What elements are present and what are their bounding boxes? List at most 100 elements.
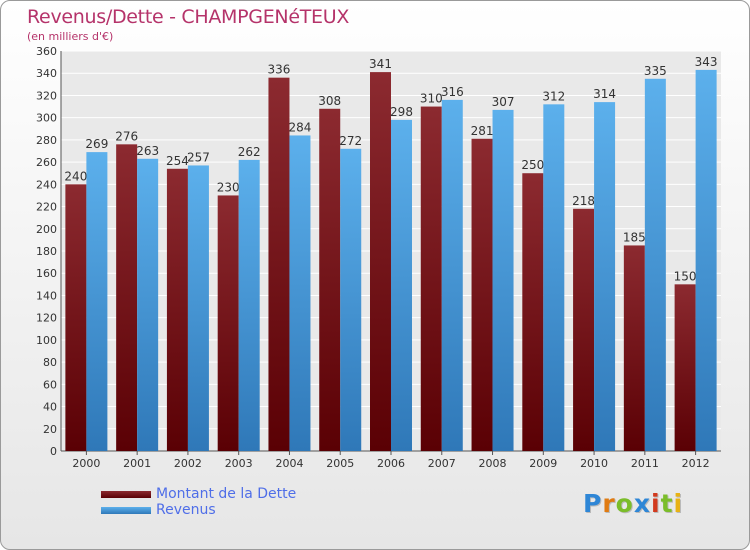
bar-revenue <box>695 69 717 451</box>
x-tick-label: 2005 <box>326 457 354 470</box>
bar-debt <box>268 77 290 452</box>
y-tick-label: 140 <box>36 289 57 302</box>
data-label-debt: 185 <box>623 230 646 244</box>
x-tick-label: 2001 <box>123 457 151 470</box>
bar-debt <box>166 168 188 451</box>
x-tick-label: 2002 <box>174 457 202 470</box>
x-tick-label: 2004 <box>275 457 303 470</box>
x-tick-label: 2008 <box>479 457 507 470</box>
logo-letter: o <box>615 489 634 518</box>
y-tick-label: 240 <box>36 178 57 191</box>
data-label-debt: 254 <box>166 154 189 168</box>
data-label-debt: 336 <box>268 63 291 77</box>
logo-letter: P <box>583 489 603 518</box>
x-tick-label: 2010 <box>580 457 608 470</box>
bar-debt <box>116 144 138 452</box>
data-label-revenue: 343 <box>695 55 718 69</box>
bar-revenue <box>543 104 565 451</box>
logo-letter: i <box>651 489 661 518</box>
logo-letter: r <box>602 489 616 518</box>
y-tick-label: 0 <box>50 445 57 458</box>
data-label-debt: 230 <box>217 180 240 194</box>
x-tick-label: 2007 <box>428 457 456 470</box>
x-tick-label: 2009 <box>529 457 557 470</box>
bar-revenue <box>86 152 108 451</box>
y-tick-label: 160 <box>36 267 57 280</box>
y-tick-label: 300 <box>36 112 57 125</box>
data-label-revenue: 269 <box>85 137 108 151</box>
bar-debt <box>420 106 442 452</box>
y-tick-label: 40 <box>43 401 57 414</box>
data-label-revenue: 284 <box>289 120 312 134</box>
proxiti-logo: Proxiti <box>583 489 683 518</box>
data-label-revenue: 316 <box>441 85 464 99</box>
bar-debt <box>674 284 696 451</box>
data-label-revenue: 262 <box>238 145 261 159</box>
bar-revenue <box>644 78 666 452</box>
chart-subtitle: (en milliers d'€) <box>27 30 114 43</box>
bar-debt <box>573 208 595 451</box>
bar-revenue <box>340 148 362 451</box>
data-label-revenue: 335 <box>644 64 667 78</box>
chart-title: Revenus/Dette - CHAMPGENéTEUX <box>27 6 350 28</box>
bar-revenue <box>441 99 463 451</box>
y-tick-label: 220 <box>36 201 57 214</box>
bar-debt <box>522 173 544 451</box>
y-tick-label: 360 <box>36 45 57 58</box>
data-label-debt: 240 <box>64 169 87 183</box>
bar-revenue <box>594 102 616 451</box>
x-tick-label: 2000 <box>72 457 100 470</box>
bar-debt <box>471 138 493 451</box>
logo-letter: i <box>673 489 684 518</box>
bar-revenue <box>137 158 159 451</box>
y-tick-label: 100 <box>36 334 57 347</box>
y-tick-label: 60 <box>43 378 57 391</box>
logo-letter: x <box>633 489 651 518</box>
x-tick-label: 2011 <box>631 457 659 470</box>
bar-debt <box>370 72 391 451</box>
y-tick-label: 180 <box>36 245 57 258</box>
bar-revenue <box>238 159 260 451</box>
bar-debt <box>217 195 239 451</box>
y-tick-label: 120 <box>36 312 57 325</box>
data-label-debt: 276 <box>115 129 138 143</box>
legend-label-revenue: Revenus <box>156 502 216 518</box>
y-tick-label: 260 <box>36 156 57 169</box>
data-label-revenue: 314 <box>593 87 616 101</box>
x-tick-label: 2006 <box>377 457 405 470</box>
data-label-revenue: 312 <box>542 89 565 103</box>
data-label-debt: 310 <box>420 92 443 106</box>
data-label-debt: 281 <box>471 124 494 138</box>
x-tick-label: 2012 <box>682 457 710 470</box>
bar-revenue <box>289 135 311 451</box>
data-label-revenue: 272 <box>339 134 362 148</box>
bar-revenue <box>187 165 209 451</box>
data-label-debt: 250 <box>521 158 544 172</box>
data-label-debt: 218 <box>572 194 595 208</box>
data-label-revenue: 257 <box>187 150 210 164</box>
y-tick-label: 320 <box>36 89 57 102</box>
bar-revenue <box>391 119 412 451</box>
bar-debt <box>65 184 87 452</box>
logo-letter: t <box>660 489 674 518</box>
y-tick-label: 340 <box>36 67 57 80</box>
bar-revenue <box>492 109 514 451</box>
bar-debt <box>319 108 341 452</box>
legend-swatch-debt <box>101 491 151 498</box>
data-label-debt: 341 <box>369 57 392 71</box>
y-tick-label: 80 <box>43 356 57 369</box>
x-tick-label: 2003 <box>225 457 253 470</box>
data-label-revenue: 307 <box>492 95 515 109</box>
y-tick-label: 280 <box>36 134 57 147</box>
y-tick-label: 20 <box>43 423 57 436</box>
data-label-revenue: 298 <box>390 105 413 119</box>
y-tick-label: 200 <box>36 223 57 236</box>
legend-swatch-revenue <box>101 507 151 514</box>
data-label-debt: 308 <box>318 94 341 108</box>
data-label-debt: 150 <box>674 269 697 283</box>
data-label-revenue: 263 <box>136 144 159 158</box>
legend-label-debt: Montant de la Dette <box>156 486 297 502</box>
bar-debt <box>623 245 645 451</box>
